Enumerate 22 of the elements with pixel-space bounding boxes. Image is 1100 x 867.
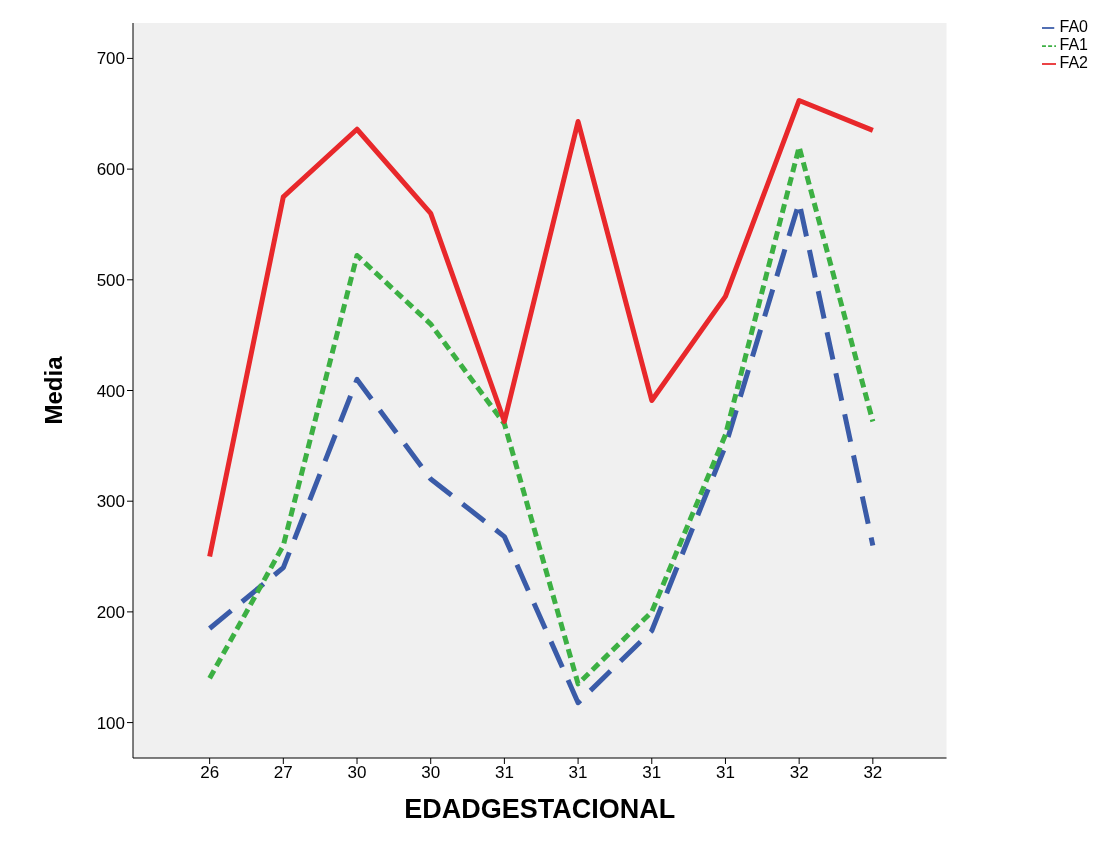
legend-label: FA0 [1059, 18, 1088, 35]
legend-label: FA2 [1059, 54, 1088, 71]
x-axis-title: EDADGESTACIONAL [404, 794, 676, 824]
y-axis-title: Media [39, 355, 67, 425]
x-tick-label: 31 [642, 763, 662, 783]
y-tick-label: 100 [96, 713, 125, 733]
y-tick-label: 600 [96, 160, 125, 180]
y-tick-label: 300 [96, 492, 125, 512]
x-tick-label: 32 [789, 763, 809, 783]
y-tick-label: 400 [96, 381, 125, 401]
x-tick-label: 30 [421, 763, 441, 783]
x-tick-label: 31 [494, 763, 514, 783]
x-tick-label: 27 [273, 763, 293, 783]
x-tick-label: 26 [200, 763, 220, 783]
legend-label: FA1 [1059, 36, 1088, 53]
x-tick-label: 30 [347, 763, 367, 783]
x-tick-label: 31 [716, 763, 735, 783]
y-tick-label: 700 [96, 49, 125, 69]
y-tick-label: 200 [96, 602, 125, 622]
x-tick-label: 31 [568, 763, 588, 783]
x-tick-label: 32 [863, 763, 883, 783]
y-tick-label: 500 [96, 270, 125, 290]
